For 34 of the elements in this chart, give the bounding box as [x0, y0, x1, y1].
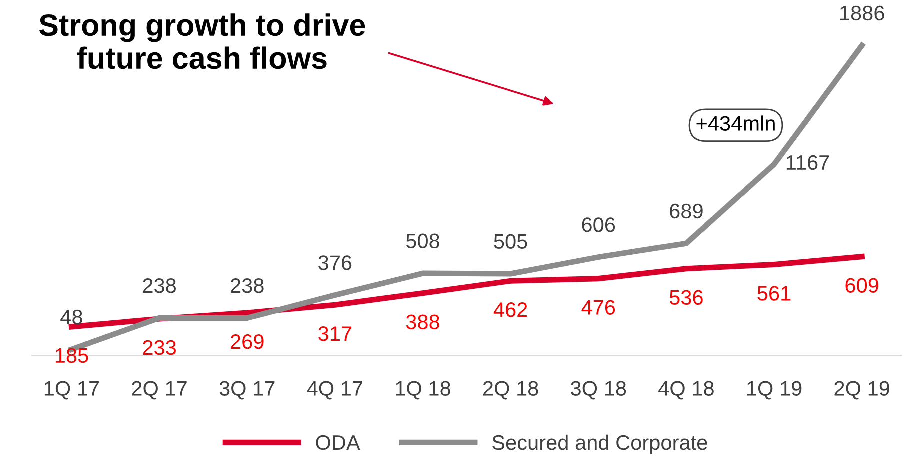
data-label: 561 — [758, 286, 791, 301]
data-label: 233 — [143, 340, 176, 356]
data-label: 238 — [143, 278, 176, 294]
data-label: 1167 — [786, 155, 830, 170]
data-label: 462 — [494, 302, 528, 318]
data-label: 508 — [406, 234, 440, 249]
data-label: 317 — [318, 326, 352, 342]
x-tick-label: 3Q 17 — [220, 381, 275, 400]
x-tick-label: 2Q 19 — [834, 381, 890, 400]
x-tick-label: 1Q 19 — [747, 381, 802, 400]
data-label: 505 — [494, 234, 528, 250]
x-tick-label: 4Q 17 — [307, 381, 363, 400]
x-tick-label: 2Q 18 — [483, 381, 538, 400]
x-tick-label: 4Q 18 — [658, 381, 714, 400]
data-label: 609 — [846, 278, 878, 293]
x-tick-label: 1Q 17 — [44, 381, 100, 400]
data-label: 536 — [670, 290, 703, 306]
x-tick-label: 2Q 17 — [132, 381, 187, 400]
annotation: +434mln — [696, 116, 775, 131]
data-label: 689 — [670, 204, 703, 219]
data-label: 476 — [582, 300, 616, 315]
data-label: 388 — [406, 314, 440, 330]
data-label: 269 — [231, 334, 264, 350]
chart-title: Strong growth to drive future cash flows — [39, 14, 366, 70]
legend-label: Secured and Corporate — [492, 434, 708, 454]
data-label: 185 — [56, 348, 88, 364]
data-label: 238 — [231, 278, 264, 294]
data-label: 376 — [318, 256, 352, 270]
legend-label: ODA — [316, 435, 360, 450]
data-label: 1886 — [840, 6, 884, 21]
data-label: 606 — [582, 218, 616, 232]
data-label: 48 — [60, 310, 82, 325]
x-tick-label: 1Q 18 — [396, 381, 450, 400]
x-tick-label: 3Q 18 — [571, 381, 626, 400]
